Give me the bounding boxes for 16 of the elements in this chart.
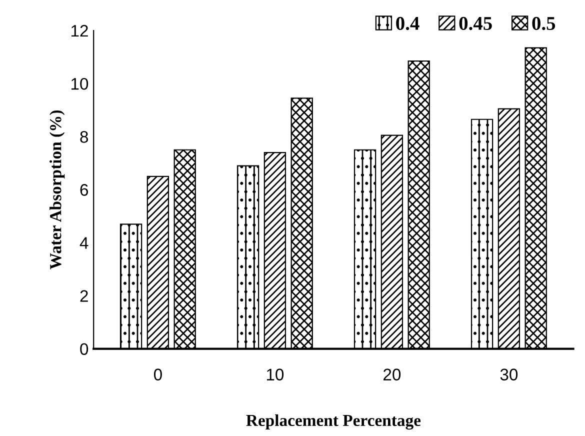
x-tick-label: 10: [266, 368, 284, 380]
y-tick-label: 4: [80, 237, 88, 249]
y-tick-label: 10: [71, 78, 88, 90]
y-tick-label: 0: [80, 343, 88, 356]
y-tick-label: 12: [71, 24, 88, 37]
y-tick-label: 6: [80, 184, 88, 196]
x-tick-label: 0: [154, 368, 162, 380]
legend-label: 0.4: [396, 16, 420, 30]
y-tick-label: 8: [80, 131, 88, 143]
legend-label: 0.45: [459, 16, 492, 30]
x-tick-label: 20: [384, 368, 401, 380]
y-axis-title: Water Absorption (%): [50, 110, 65, 270]
x-tick-label: 30: [500, 368, 518, 380]
x-axis-title: Replacement Percentage: [246, 414, 421, 430]
legend-label: 0.5: [532, 16, 556, 30]
y-tick-label: 2: [80, 290, 88, 302]
